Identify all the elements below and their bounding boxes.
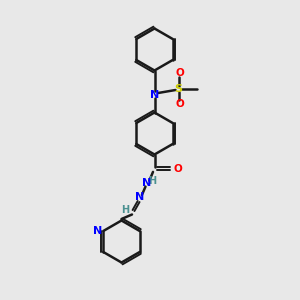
Text: O: O <box>176 99 184 109</box>
Text: H: H <box>148 176 156 186</box>
Text: S: S <box>175 83 182 94</box>
Text: N: N <box>150 89 159 100</box>
Text: N: N <box>142 178 152 188</box>
Text: O: O <box>173 164 182 175</box>
Text: H: H <box>121 205 130 215</box>
Text: N: N <box>93 226 103 236</box>
Text: N: N <box>135 192 144 203</box>
Text: O: O <box>176 68 184 78</box>
